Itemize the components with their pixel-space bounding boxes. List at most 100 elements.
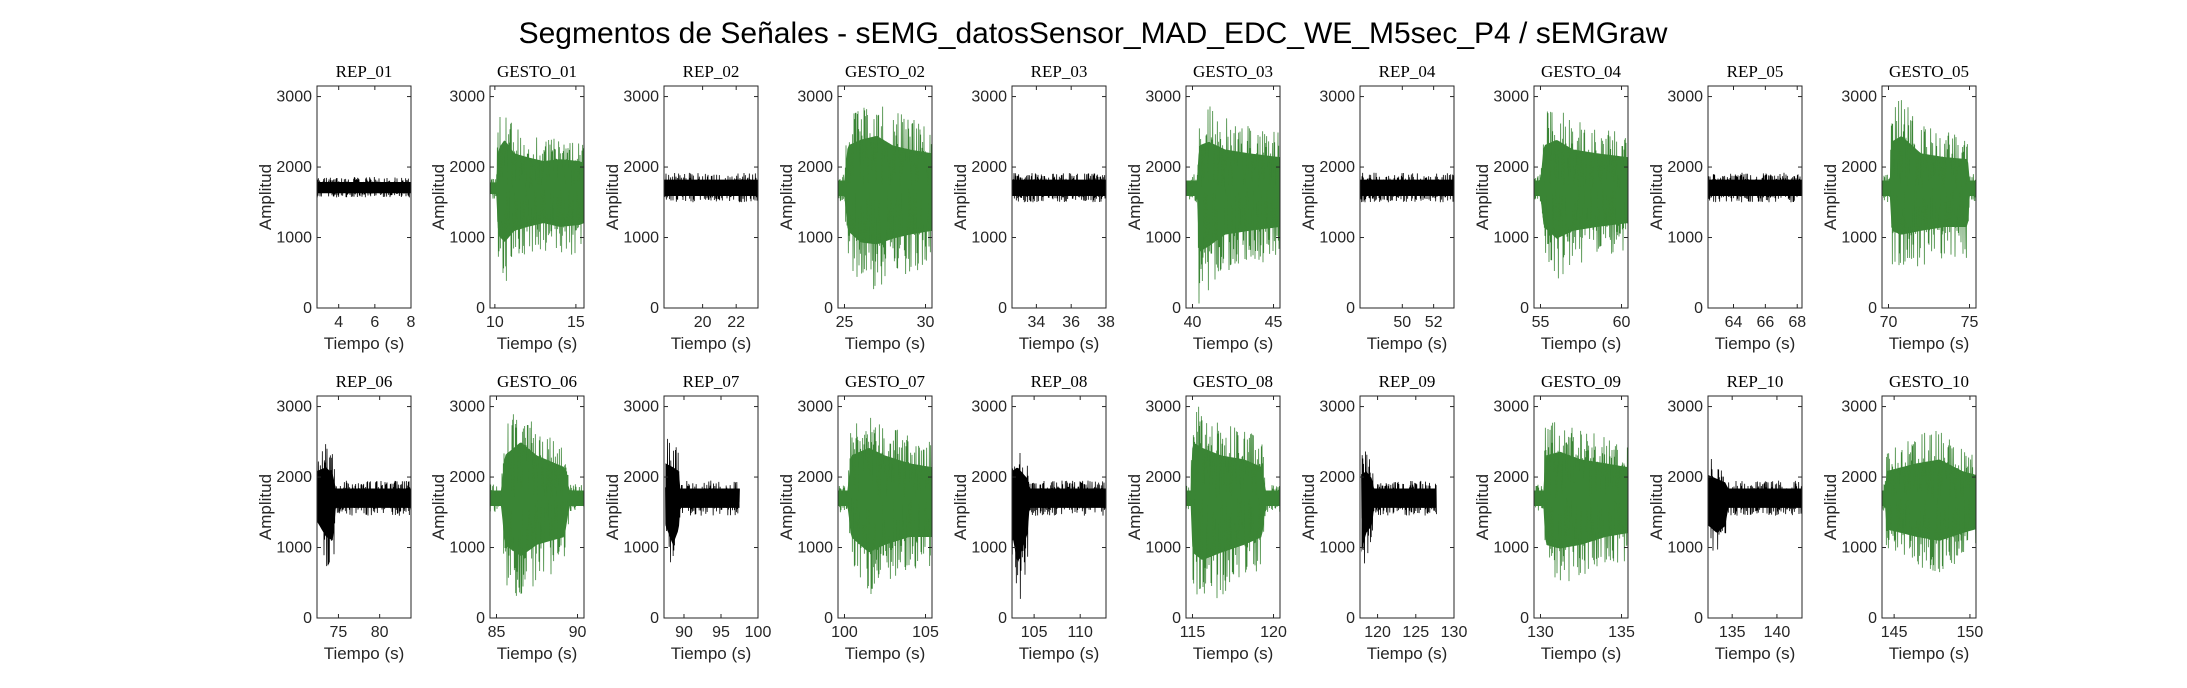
x-tick-label: 150 (1957, 624, 1984, 641)
subplot-title: REP_08 (1031, 372, 1088, 391)
x-axis-label: Tiempo (s) (497, 334, 578, 353)
x-tick-label: 8 (407, 314, 416, 331)
x-axis-label: Tiempo (s) (1193, 644, 1274, 663)
x-tick-label: 38 (1097, 314, 1115, 331)
y-tick-label: 2000 (971, 159, 1007, 176)
signal-trace (1708, 458, 1802, 551)
x-axis-label: Tiempo (s) (1367, 334, 1448, 353)
signal-trace (1882, 431, 1976, 573)
subplot-gesto-06: 0 1000 2000 3000 85 90 GESTO_06 Tiempo (s) Ampli… (429, 372, 587, 663)
y-axis-label: Amplitud (1647, 164, 1666, 230)
x-tick-label: 36 (1062, 314, 1080, 331)
subplot-title: REP_07 (683, 372, 740, 391)
x-axis-label: Tiempo (s) (1019, 334, 1100, 353)
y-tick-label: 1000 (1841, 230, 1877, 247)
x-tick-label: 70 (1880, 314, 1898, 331)
x-axis-label: Tiempo (s) (1541, 644, 1622, 663)
x-tick-label: 40 (1184, 314, 1202, 331)
x-tick-label: 50 (1393, 314, 1411, 331)
x-tick-label: 66 (1756, 314, 1774, 331)
y-tick-label: 3000 (1493, 89, 1529, 106)
x-axis-label: Tiempo (s) (1715, 644, 1796, 663)
y-tick-label: 3000 (623, 89, 659, 106)
axes-frame (316, 85, 412, 309)
subplot-title: REP_06 (336, 372, 393, 391)
y-tick-label: 2000 (449, 469, 485, 486)
y-axis-label: Amplitud (1299, 474, 1318, 540)
y-tick-label: 0 (824, 300, 833, 317)
y-tick-label: 2000 (1319, 159, 1355, 176)
y-tick-label: 0 (1346, 610, 1355, 627)
subplot-gesto-10: 0 1000 2000 3000 145 150 GESTO_10 Tiempo (s) Amp… (1821, 372, 1983, 663)
y-tick-label: 1000 (797, 230, 833, 247)
x-axis-label: Tiempo (s) (324, 644, 405, 663)
subplot-title: GESTO_06 (497, 372, 577, 391)
subplot-gesto-02: 0 1000 2000 3000 25 30 GESTO_02 Tiempo (s) Ampli… (777, 62, 935, 353)
x-tick-label: 115 (1180, 624, 1206, 641)
y-tick-label: 0 (1172, 610, 1181, 627)
x-tick-label: 105 (912, 624, 939, 641)
x-axis-label: Tiempo (s) (1541, 334, 1622, 353)
y-axis-label: Amplitud (1125, 164, 1144, 230)
subplot-title: GESTO_03 (1193, 62, 1273, 81)
subplot-title: GESTO_01 (497, 62, 577, 81)
y-axis-label: Amplitud (1473, 164, 1492, 230)
axes-frame (1881, 395, 1977, 619)
y-tick-label: 3000 (623, 399, 659, 416)
x-tick-label: 64 (1725, 314, 1743, 331)
subplot-gesto-09: 0 1000 2000 3000 130 135 GESTO_09 Tiempo (s) Amp… (1473, 372, 1635, 663)
x-tick-label: 4 (334, 314, 343, 331)
subplot-gesto-08: 0 1000 2000 3000 115 120 GESTO_08 Tiempo (s) Amp… (1125, 372, 1287, 663)
x-axis-label: Tiempo (s) (845, 334, 926, 353)
x-tick-label: 22 (727, 314, 745, 331)
signal-core-band (665, 463, 740, 545)
subplot-title: GESTO_09 (1541, 372, 1621, 391)
signal-trace (665, 438, 740, 563)
y-tick-label: 1000 (1319, 540, 1355, 557)
figure-title: Segmentos de Señales - sEMG_datosSensor_… (519, 17, 1668, 50)
signal-trace (838, 417, 932, 594)
signal-trace (1186, 106, 1280, 304)
signal-trace (490, 414, 584, 596)
axes-frame (1707, 395, 1803, 619)
subplot-title: REP_02 (683, 62, 740, 81)
y-tick-label: 0 (1520, 610, 1529, 627)
y-axis-label: Amplitud (256, 164, 275, 230)
x-tick-label: 95 (712, 624, 730, 641)
y-tick-label: 0 (1694, 610, 1703, 627)
x-tick-label: 130 (1527, 624, 1554, 641)
subplot-gesto-03: 0 1000 2000 3000 40 45 GESTO_03 Tiempo (s) Ampli… (1125, 62, 1283, 353)
y-tick-label: 2000 (1493, 159, 1529, 176)
x-tick-label: 110 (1067, 624, 1093, 641)
x-axis-label: Tiempo (s) (1193, 334, 1274, 353)
y-tick-label: 3000 (1841, 399, 1877, 416)
x-tick-label: 90 (675, 624, 693, 641)
axes-frame (1881, 85, 1977, 309)
y-tick-label: 2000 (1667, 159, 1703, 176)
y-tick-label: 1000 (276, 230, 312, 247)
x-tick-label: 130 (1441, 624, 1468, 641)
y-tick-label: 3000 (971, 399, 1007, 416)
y-tick-label: 2000 (797, 159, 833, 176)
y-axis-label: Amplitud (1473, 474, 1492, 540)
y-tick-label: 2000 (276, 469, 312, 486)
x-tick-label: 125 (1402, 624, 1429, 641)
subplot-title: GESTO_04 (1541, 62, 1621, 81)
axes-frame (1707, 85, 1803, 309)
subplot-title: GESTO_05 (1889, 62, 1969, 81)
y-tick-label: 1000 (449, 230, 485, 247)
subplot-rep-04: 0 1000 2000 3000 50 52 REP_04 Tiempo (s) Amplitu… (1299, 62, 1455, 353)
y-tick-label: 3000 (797, 89, 833, 106)
signal-trace (1012, 173, 1106, 203)
y-tick-label: 0 (998, 300, 1007, 317)
subplot-rep-01: 0 1000 2000 3000 4 6 8 REP_01 Tiempo (s) Amplitud (256, 62, 416, 353)
y-tick-label: 1000 (1667, 230, 1703, 247)
y-axis-label: Amplitud (777, 474, 796, 540)
y-tick-label: 2000 (1145, 159, 1181, 176)
x-axis-label: Tiempo (s) (324, 334, 405, 353)
subplot-title: GESTO_07 (845, 372, 925, 391)
y-tick-label: 0 (650, 610, 659, 627)
signal-trace (490, 117, 584, 281)
